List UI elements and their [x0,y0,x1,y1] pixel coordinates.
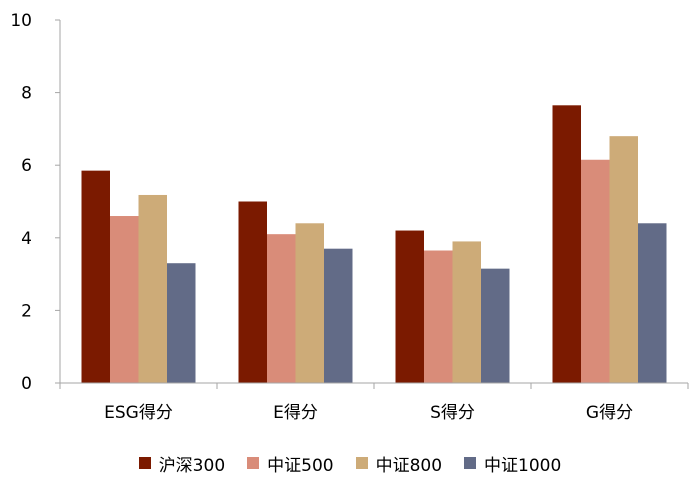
y-tick-label: 2 [21,301,32,321]
y-axis: 0 2 4 6 8 10 [10,11,61,394]
x-category-label: ESG得分 [104,403,173,423]
x-category-label: S得分 [430,403,475,423]
bar [324,248,353,383]
legend-swatch [138,457,151,469]
legend-item-csi800: 中证800 [355,451,443,476]
y-tick-label: 0 [21,374,32,394]
bar [481,268,510,383]
legend-swatch [355,457,368,469]
bar [238,201,267,383]
legend-label: 中证500 [267,455,334,476]
legend-item-csi1000: 中证1000 [464,451,561,476]
legend-swatch [247,457,260,469]
bar [110,216,139,383]
legend-label: 中证800 [375,455,443,476]
bar [395,230,424,383]
bar [638,223,667,383]
bar [167,263,196,383]
bar [424,250,453,383]
x-category-label: E得分 [273,403,318,423]
y-tick-label: 4 [21,229,32,249]
bar [609,136,638,383]
y-tick-label: 6 [21,156,32,176]
x-axis: ESG得分 E得分 S得分 G得分 [59,382,689,423]
legend-label: 中证1000 [484,455,562,476]
bars [81,105,667,384]
legend-item-hs300: 沪深300 [138,451,226,476]
y-tick-label: 10 [10,11,32,31]
legend-label: 沪深300 [158,455,226,476]
bar [81,170,110,383]
legend-item-csi500: 中证500 [247,451,334,476]
bar [295,223,324,383]
bar-chart: 0 2 4 6 8 10 ESG得分 E得分 S得分 G得分 [10,11,689,423]
legend: 沪深300 中证500 中证800 中证1000 [0,448,700,478]
bar [267,234,296,383]
bar [452,241,481,383]
bar [552,105,581,384]
legend-swatch [464,457,477,469]
bar [581,159,610,383]
y-tick-label: 8 [21,84,32,104]
bar [138,194,167,383]
x-category-label: G得分 [586,403,633,423]
